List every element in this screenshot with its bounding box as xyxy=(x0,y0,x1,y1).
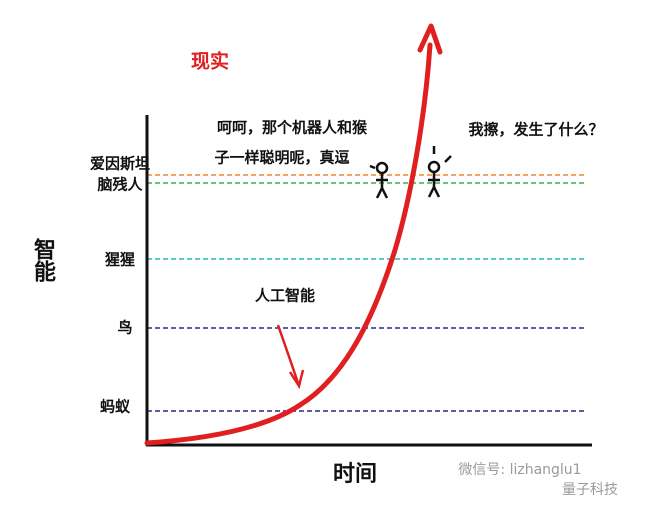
title: 现实 xyxy=(191,50,229,73)
ai-curve xyxy=(144,42,433,446)
watermark: 微信号: lizhanglu1 xyxy=(458,462,581,478)
x-axis-label: 时间 xyxy=(333,462,377,487)
level-label: 鸟 xyxy=(117,319,132,337)
speech-text: 呵呵，那个机器人和猴 xyxy=(217,119,368,137)
curve-label: 人工智能 xyxy=(255,287,315,305)
watermark: 量子科技 xyxy=(562,482,618,498)
speech-text: 子一样聪明呢，真逗 xyxy=(214,149,349,167)
level-label: 脑残人 xyxy=(97,176,143,194)
level-label: 猩猩 xyxy=(104,251,135,269)
pointer-arrowhead xyxy=(288,369,305,390)
curve-arrowhead xyxy=(417,23,443,55)
stick-figure xyxy=(427,146,452,198)
y-axis-label: 智能 xyxy=(30,237,56,283)
speech-text: 我擦，发生了什么？ xyxy=(468,121,603,139)
pointer-arrow xyxy=(276,324,300,384)
level-label: 蚂蚁 xyxy=(100,398,131,416)
stick-figure xyxy=(369,161,389,199)
level-label: 爱因斯坦 xyxy=(90,155,150,173)
